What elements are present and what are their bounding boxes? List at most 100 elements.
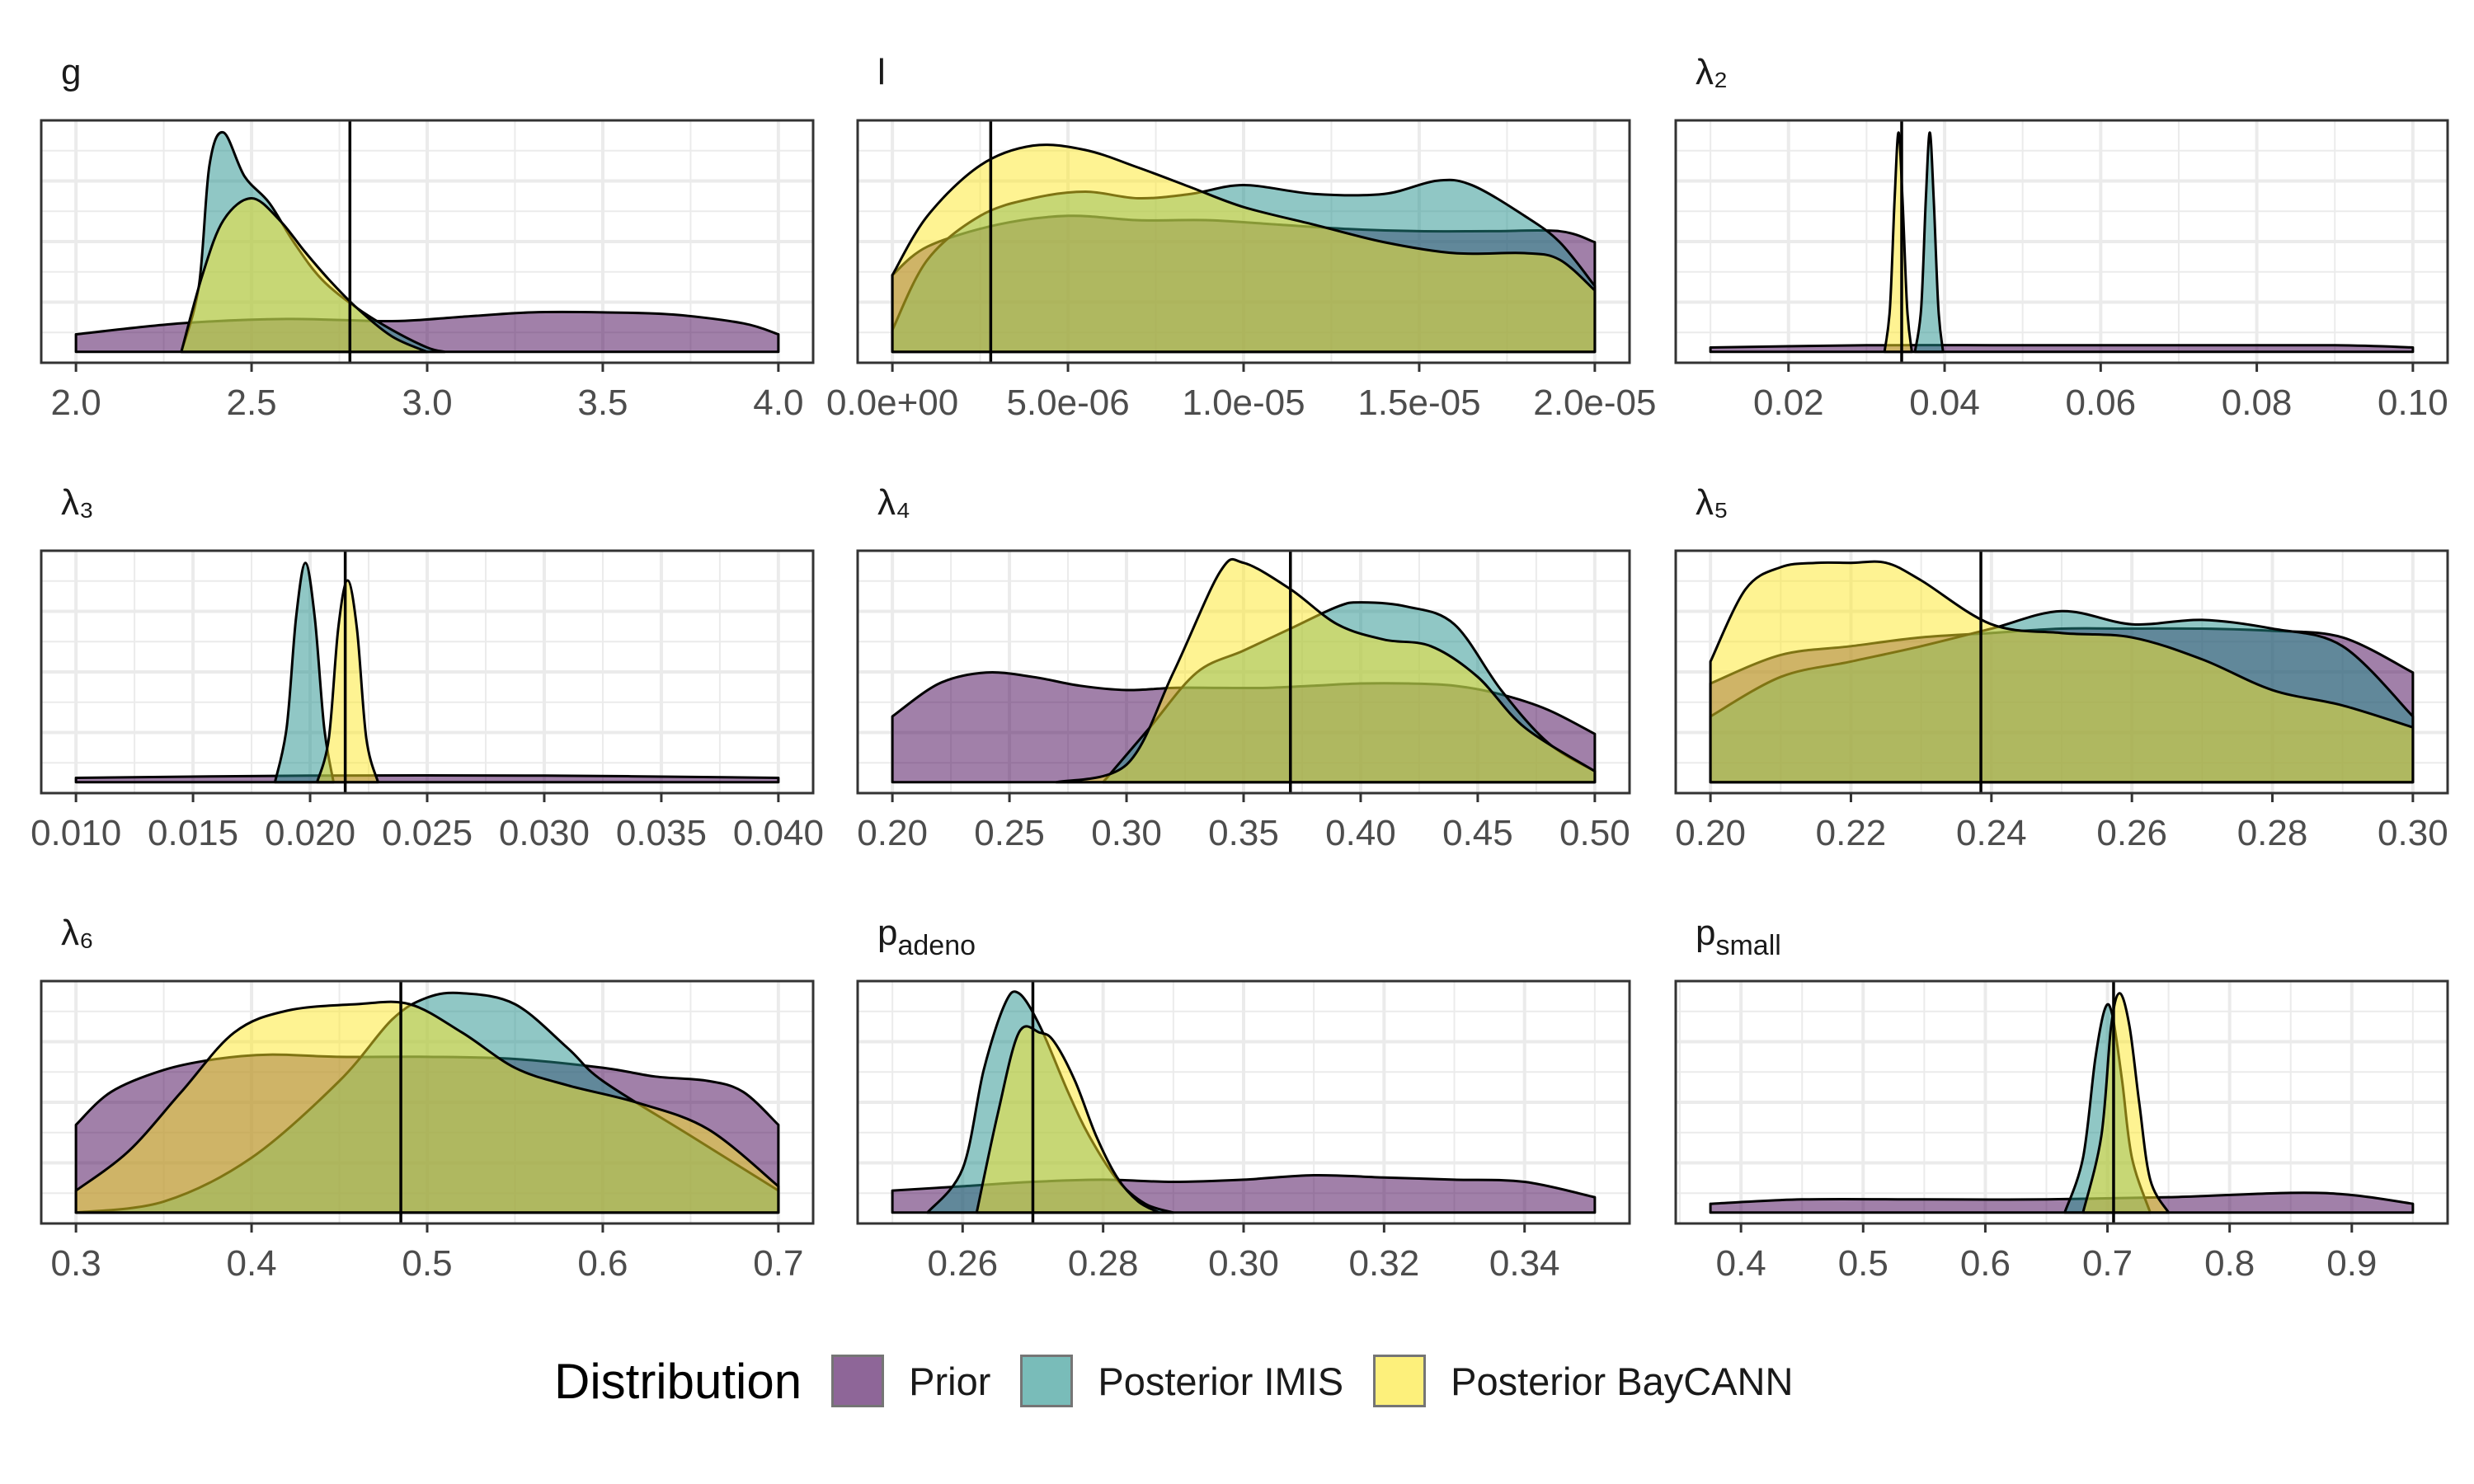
density-PosteriorBayCANN [975, 1025, 1161, 1214]
x-tick-label: 0.45 [1442, 813, 1513, 853]
x-tick-label: 1.5e-05 [1357, 383, 1480, 423]
x-tick-label: 0.06 [2065, 383, 2136, 423]
density-PosteriorBayCANN [2081, 992, 2171, 1214]
x-tick-label: 0.35 [1208, 813, 1279, 853]
panel-4: 0.010 0.015 0.020 0.025 0.030 0.035 0.040 λ₃ [31, 482, 824, 853]
x-tick-label: 0.4 [226, 1243, 276, 1284]
legend-item-baycann: Posterior BayCANN [1373, 1355, 1793, 1407]
legend: Distribution Prior Posterior IMIS Poster… [554, 1344, 1823, 1418]
x-tick-label: 0.34 [1489, 1243, 1560, 1284]
x-tick-label: 0.04 [1909, 383, 1980, 423]
x-tick-label: 0.8 [2204, 1243, 2255, 1284]
x-tick-label: 0.6 [577, 1243, 628, 1284]
density-PosteriorBayCANN [316, 579, 379, 784]
panel-title: psmall [1696, 913, 1781, 961]
x-tick-label: 0.20 [857, 813, 928, 853]
x-tick-label: 3.0 [402, 383, 452, 423]
panel-border [1674, 119, 2449, 364]
panel-1: 2.0 2.5 3.0 3.5 4.0 g [40, 52, 815, 423]
x-tick-label: 0.20 [1675, 813, 1746, 853]
x-tick-label: 0.28 [1068, 1243, 1139, 1284]
gridlines [1676, 981, 2448, 1223]
x-tick-label: 0.30 [1208, 1243, 1279, 1284]
density-PosteriorBayCANN [74, 1000, 780, 1214]
x-tick-label: 0.025 [382, 813, 473, 853]
x-tick-label: 0.26 [2096, 813, 2167, 853]
panel-9: 0.4 0.5 0.6 0.7 0.8 0.9 psmall [1674, 913, 2449, 1284]
x-tick-label: 1.0e-05 [1182, 383, 1305, 423]
panel-border [1674, 549, 2449, 795]
x-tick-label: 2.0 [51, 383, 101, 423]
x-tick-label: 0.7 [2082, 1243, 2133, 1284]
legend-key-baycann [1373, 1355, 1427, 1407]
x-tick-label: 0.020 [265, 813, 355, 853]
density-PosteriorBayCANN [1709, 560, 2415, 784]
x-tick-label: 0.035 [616, 813, 707, 853]
x-tick-label: 0.7 [753, 1243, 803, 1284]
x-tick-label: 0.3 [51, 1243, 101, 1284]
x-tick-label: 0.50 [1559, 813, 1630, 853]
panel-6: 0.20 0.22 0.24 0.26 0.28 0.30 λ₅ [1674, 482, 2449, 853]
density-PosteriorBayCANN [891, 143, 1597, 354]
panel-border [1674, 979, 2449, 1225]
legend-title: Distribution [554, 1353, 802, 1409]
panel-7: 0.3 0.4 0.5 0.6 0.7 λ₆ [40, 913, 815, 1284]
x-tick-label: 0.015 [148, 813, 238, 853]
x-tick-label: 5.0e-06 [1006, 383, 1129, 423]
x-tick-label: 0.28 [2237, 813, 2308, 853]
density-PosteriorBayCANN [180, 197, 429, 354]
x-tick-label: 0.4 [1716, 1243, 1766, 1284]
x-tick-label: 2.0e-05 [1533, 383, 1656, 423]
x-tick-label: 0.08 [2222, 383, 2293, 423]
gridlines [1676, 120, 2448, 363]
x-tick-label: 0.5 [1838, 1243, 1888, 1284]
panel-3: 0.02 0.04 0.06 0.08 0.10 λ₂ [1674, 52, 2449, 423]
panel-title: l [877, 52, 886, 92]
legend-item-imis: Posterior IMIS [1020, 1355, 1343, 1407]
density-Prior [74, 773, 780, 784]
panel-title: λ₆ [61, 913, 94, 953]
x-tick-label: 0.0e+00 [826, 383, 958, 423]
x-tick-label: 0.010 [31, 813, 121, 853]
x-tick-label: 0.25 [974, 813, 1045, 853]
x-tick-label: 0.22 [1816, 813, 1887, 853]
legend-label-imis: Posterior IMIS [1098, 1359, 1344, 1403]
legend-label-baycann: Posterior BayCANN [1451, 1359, 1794, 1403]
density-PosteriorIMIS [1913, 131, 1945, 354]
x-tick-label: 0.30 [2378, 813, 2448, 853]
panel-title: λ₅ [1696, 482, 1729, 523]
density-PosteriorIMIS [273, 561, 335, 784]
panel-5: 0.20 0.25 0.30 0.35 0.40 0.45 0.50 λ₄ [856, 482, 1631, 853]
legend-label-prior: Prior [909, 1359, 991, 1403]
panel-title: λ₃ [61, 482, 94, 523]
panel-title: λ₄ [877, 482, 910, 523]
panel-title: λ₂ [1696, 52, 1728, 92]
x-tick-label: 0.26 [927, 1243, 998, 1284]
x-tick-label: 0.6 [1960, 1243, 2011, 1284]
density-Prior [1709, 344, 2415, 354]
x-tick-label: 0.030 [499, 813, 590, 853]
x-tick-label: 0.5 [402, 1243, 452, 1284]
panel-title: padeno [877, 913, 976, 961]
legend-key-prior [831, 1355, 885, 1407]
legend-key-imis [1020, 1355, 1074, 1407]
x-tick-label: 0.02 [1753, 383, 1824, 423]
x-tick-label: 2.5 [226, 383, 276, 423]
x-tick-label: 0.40 [1325, 813, 1396, 853]
panel-8: 0.26 0.28 0.30 0.32 0.34 padeno [856, 913, 1631, 1284]
x-tick-label: 4.0 [753, 383, 803, 423]
density-PosteriorBayCANN [1883, 131, 1913, 354]
x-tick-label: 0.10 [2378, 383, 2448, 423]
legend-item-prior: Prior [831, 1355, 990, 1407]
gridlines [41, 551, 813, 793]
x-tick-label: 0.040 [733, 813, 824, 853]
panel-title: g [61, 52, 81, 92]
x-tick-label: 0.9 [2326, 1243, 2377, 1284]
x-tick-label: 0.30 [1091, 813, 1162, 853]
x-tick-label: 0.32 [1349, 1243, 1420, 1284]
panel-2: 0.0e+00 5.0e-06 1.0e-05 1.5e-05 2.0e-05 l [826, 52, 1657, 423]
density-PosteriorBayCANN [1055, 557, 1597, 784]
x-tick-label: 0.24 [1956, 813, 2027, 853]
x-tick-label: 3.5 [577, 383, 628, 423]
